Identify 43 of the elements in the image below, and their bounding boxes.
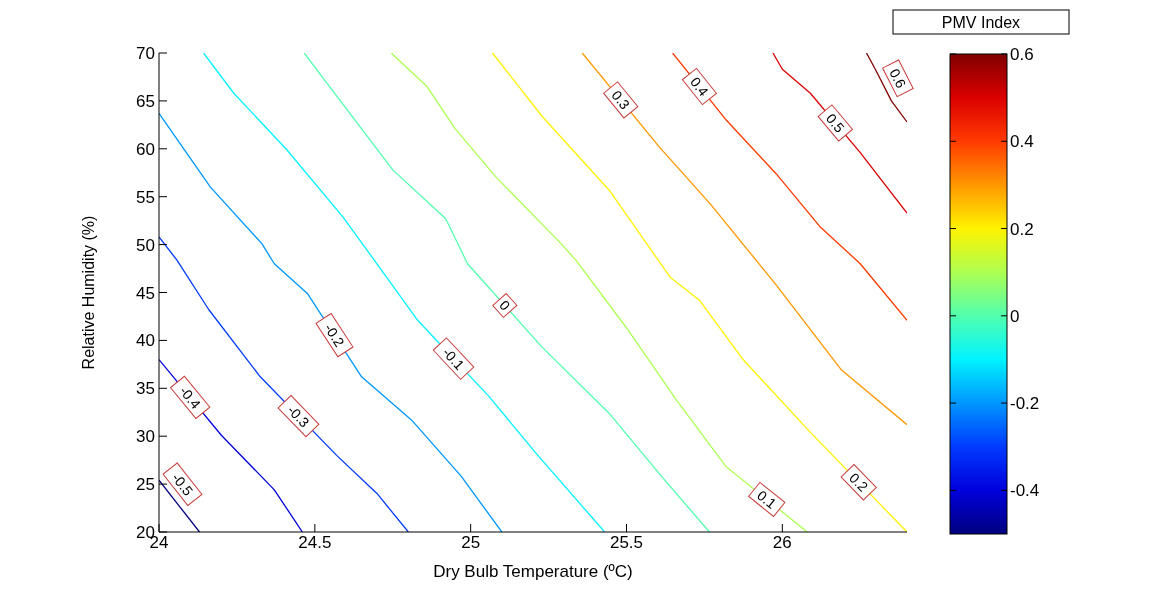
color-bar-label: 0.2 xyxy=(1010,219,1034,239)
text: -0.5 xyxy=(168,469,197,499)
text: 0.5 xyxy=(822,110,848,136)
line-series xyxy=(491,53,907,532)
text: 0 xyxy=(496,297,514,314)
text: 0.6 xyxy=(886,66,910,91)
y-axis-title: Relative Humidity (%) xyxy=(79,215,97,370)
x-tick-label: 26 xyxy=(772,533,792,553)
text: -0.4 xyxy=(176,383,205,412)
y-tick-label: 30 xyxy=(136,427,155,447)
y-tick-label: 45 xyxy=(136,283,155,303)
color-bar-label: 0.4 xyxy=(1010,132,1034,152)
text: -0.3 xyxy=(284,401,313,431)
text: 0.1 xyxy=(754,487,780,512)
x-axis-title: Dry Bulb Temperature (ºC) xyxy=(433,562,633,581)
line-series xyxy=(159,236,409,532)
color-bar-title: PMV Index xyxy=(941,14,1021,31)
line-series xyxy=(202,53,606,532)
text: 0.3 xyxy=(608,87,634,113)
color-bar-label: -0.4 xyxy=(1010,481,1040,501)
line-series xyxy=(671,53,907,321)
y-tick-label: 60 xyxy=(136,139,155,159)
y-tick-label: 65 xyxy=(136,91,155,111)
line-series xyxy=(772,53,907,214)
line-series xyxy=(581,53,907,426)
y-tick-label: 35 xyxy=(136,379,155,399)
y-tick-label: 25 xyxy=(136,475,155,495)
y-tick-label: 70 xyxy=(136,44,155,64)
text: -0.1 xyxy=(439,344,468,374)
y-tick-label: 40 xyxy=(136,331,155,351)
x-tick-label: 25.5 xyxy=(609,533,644,553)
color-bar-label: -0.2 xyxy=(1010,394,1040,414)
color-bar-label: 0 xyxy=(1010,306,1020,326)
color-bar-label: 0.6 xyxy=(1010,45,1034,64)
line-series xyxy=(865,53,907,123)
y-tick-label: 50 xyxy=(136,235,155,255)
text: 0.2 xyxy=(846,469,872,495)
line-series xyxy=(390,53,808,532)
y-tick-label: 55 xyxy=(136,187,155,207)
text: -0.2 xyxy=(321,320,348,350)
x-tick-label: 24.5 xyxy=(298,533,332,553)
text: 0.4 xyxy=(687,73,712,100)
x-tick-label: 25 xyxy=(461,533,481,553)
